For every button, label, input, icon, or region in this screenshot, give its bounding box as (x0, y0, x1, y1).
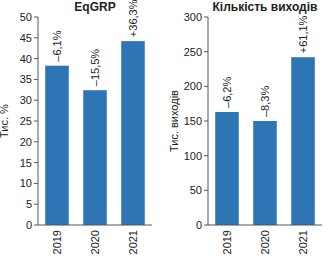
y-tick (34, 121, 38, 122)
y-tick (204, 190, 208, 191)
bars (215, 57, 315, 225)
y-tick (34, 58, 38, 59)
x-tick-label: 2019 (221, 230, 233, 254)
annotation: –8,3% (259, 86, 271, 117)
y-tick (34, 162, 38, 163)
y-tick-label: 15 (20, 157, 32, 169)
y-tick (204, 51, 208, 52)
y-tick (34, 17, 38, 18)
annotation: –6,1% (51, 30, 63, 61)
y-axis (38, 17, 39, 225)
y-tick-label: 200 (184, 80, 202, 92)
y-tick-label: 100 (184, 150, 202, 162)
annotation: +36,3% (127, 0, 139, 37)
y-tick (204, 225, 208, 226)
bar (45, 66, 69, 225)
y-tick (34, 100, 38, 101)
y-tick (204, 155, 208, 156)
x-tick-label: 2021 (127, 230, 139, 254)
y-tick (34, 183, 38, 184)
y-tick-label: 50 (190, 184, 202, 196)
annotation: +61,1% (297, 15, 309, 53)
y-tick-label: 150 (184, 115, 202, 127)
y-tick-label: 40 (20, 53, 32, 65)
y-tick-label: 35 (20, 73, 32, 85)
title: EqGRP (74, 0, 115, 14)
y-tick-label: 10 (20, 177, 32, 189)
panel: Кількість виходів Тис. виходів 0 50 100 150 20… (168, 0, 322, 254)
bar (121, 41, 145, 225)
y-tick (204, 86, 208, 87)
x-axis (38, 225, 152, 226)
annotation: –6,2% (221, 77, 233, 108)
bar (291, 57, 315, 225)
annotation: –15,5% (89, 49, 101, 87)
y-tick-label: 5 (26, 198, 32, 210)
bars (45, 41, 145, 225)
y-axis-label: Тис. виходів (168, 90, 180, 152)
x-tick-label: 2020 (89, 230, 101, 254)
y-tick (34, 37, 38, 38)
y-axis-label: Тис. % (0, 104, 10, 138)
bar (215, 112, 239, 225)
panel: EqGRP Тис. % 0 5 10 15 20 25 30 35 40 45 50 –6,1% 2019… (0, 0, 152, 254)
x-axis (208, 225, 322, 226)
x-tick-label: 2021 (297, 230, 309, 254)
y-axis (208, 17, 209, 225)
x-tick-label: 2020 (259, 230, 271, 254)
y-tick-label: 25 (20, 115, 32, 127)
chart-root: EqGRP Тис. % 0 5 10 15 20 25 30 35 40 45 50 –6,1% 2019… (0, 0, 331, 260)
y-tick (34, 225, 38, 226)
y-tick-label: 250 (184, 46, 202, 58)
y-tick-label: 0 (196, 219, 202, 231)
y-tick (34, 204, 38, 205)
bar (253, 121, 277, 225)
y-tick-label: 300 (184, 11, 202, 23)
y-tick-label: 50 (20, 11, 32, 23)
bar (83, 90, 107, 225)
y-tick-label: 20 (20, 136, 32, 148)
y-tick (204, 17, 208, 18)
y-tick-label: 30 (20, 94, 32, 106)
x-tick-label: 2019 (51, 230, 63, 254)
y-tick (34, 141, 38, 142)
y-tick-label: 45 (20, 32, 32, 44)
title: Кількість виходів (213, 0, 318, 14)
y-tick (204, 121, 208, 122)
y-tick (34, 79, 38, 80)
y-tick-label: 0 (26, 219, 32, 231)
